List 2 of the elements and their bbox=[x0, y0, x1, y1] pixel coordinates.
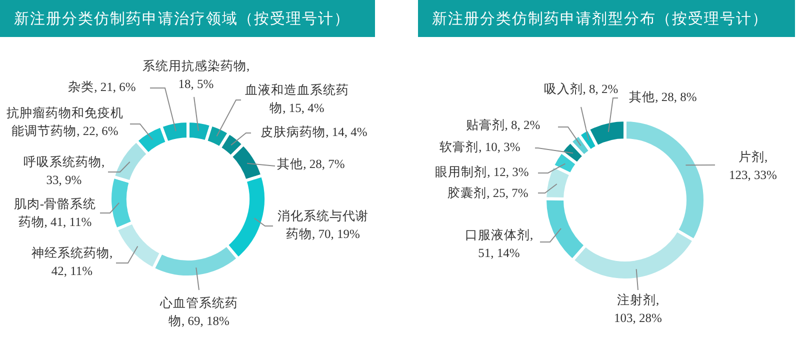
chart-title: 新注册分类仿制药申请剂型分布（按受理号计） bbox=[432, 10, 768, 28]
chart-title: 新注册分类仿制药申请治疗领域（按受理号计） bbox=[14, 10, 350, 28]
